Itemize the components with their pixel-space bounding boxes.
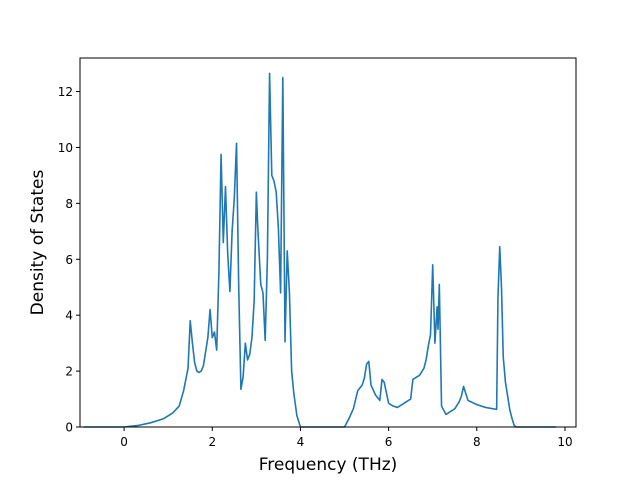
- x-axis-label: Frequency (THz): [259, 455, 398, 475]
- y-axis-label: Density of States: [28, 170, 48, 316]
- x-tick-label: 2: [208, 435, 216, 449]
- x-tick-label: 6: [385, 435, 393, 449]
- x-tick-label: 4: [297, 435, 305, 449]
- y-tick-label: 2: [65, 365, 73, 379]
- x-tick-label: 0: [120, 435, 128, 449]
- y-tick-label: 12: [58, 85, 73, 99]
- y-tick-label: 4: [65, 309, 73, 323]
- x-tick-label: 8: [473, 435, 481, 449]
- x-axis-ticks: 0 2 4 6 8 10: [120, 427, 573, 449]
- y-tick-label: 0: [65, 421, 73, 435]
- y-tick-label: 8: [65, 197, 73, 211]
- x-tick-label: 10: [557, 435, 572, 449]
- y-axis-ticks: 0 2 4 6 8 10 12: [58, 85, 80, 435]
- y-tick-label: 10: [58, 141, 73, 155]
- plot-frame: [79, 57, 577, 428]
- series-line: [83, 72, 557, 428]
- y-tick-label: 6: [65, 253, 73, 267]
